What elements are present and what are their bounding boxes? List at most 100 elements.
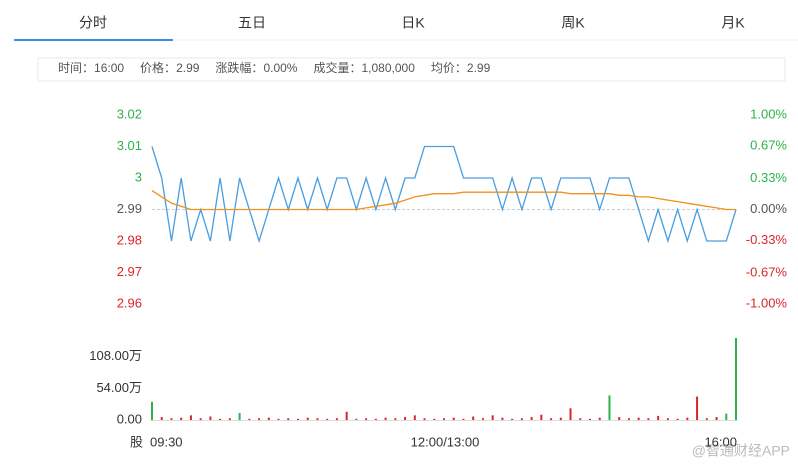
volume-bar [374, 418, 377, 420]
volume-bar [433, 418, 436, 420]
y2-tick-label: 0.00% [750, 201, 787, 216]
volume-bar [297, 418, 299, 420]
volume-bar [657, 415, 660, 420]
volume-bar [287, 418, 290, 420]
info-value: 1,080,000 [361, 61, 415, 75]
info-label: 涨跌幅： [215, 60, 263, 75]
y-tick-label: 2.97 [117, 264, 142, 279]
tab[interactable]: 月K [721, 15, 745, 31]
volume-bar [209, 416, 212, 420]
volume-bar [696, 396, 699, 420]
volume-bar [189, 415, 192, 420]
y-tick-label: 3.02 [117, 106, 142, 121]
volume-bar [258, 418, 261, 420]
y-tick-label: 2.96 [117, 295, 142, 310]
volume-bar [735, 338, 737, 420]
x-tick-label: 16:00 [704, 434, 737, 449]
volume-bar [306, 417, 309, 420]
volume-bar [472, 416, 475, 420]
volume-bar [491, 415, 494, 420]
x-tick-label: 09:30 [150, 434, 183, 449]
volume-bar [452, 417, 455, 420]
info-value: 2.99 [467, 61, 491, 75]
volume-bar [267, 417, 270, 420]
volume-bar [326, 418, 329, 420]
volume-bar [219, 418, 222, 420]
volume-bar [248, 418, 251, 420]
volume-bar [151, 401, 153, 420]
volume-bar [462, 418, 465, 420]
y2-tick-label: 0.67% [750, 138, 787, 153]
volume-bar [627, 418, 630, 420]
info-label: 成交量： [313, 60, 361, 75]
info-value: 2.99 [176, 61, 200, 75]
watermark: @智通财经APP [692, 443, 790, 459]
info-label: 时间： [58, 61, 94, 75]
info-bar [37, 57, 786, 82]
corner-label: 股 [130, 434, 143, 449]
active-tab-underline [14, 39, 173, 41]
volume-bar [277, 418, 280, 420]
info-value: 16:00 [94, 61, 124, 75]
volume-bar [501, 417, 504, 420]
y-tick-label: 3 [135, 169, 142, 184]
y2-tick-label: -0.67% [746, 264, 788, 279]
tab[interactable]: 日K [401, 15, 425, 31]
info-value: 0.00% [263, 61, 297, 75]
volume-tick-label: 0.00 [117, 411, 142, 426]
volume-bar [540, 414, 543, 420]
volume-bar [666, 418, 669, 420]
volume-bar [598, 417, 601, 420]
tab[interactable]: 五日 [238, 15, 266, 31]
volume-tick-label: 108.00万 [89, 348, 142, 363]
y2-tick-label: 1.00% [750, 106, 787, 121]
x-tick-label: 12:00/13:00 [411, 434, 480, 449]
volume-bar [335, 418, 338, 420]
volume-bar [647, 418, 650, 420]
volume-bar [443, 418, 445, 420]
volume-bar [180, 417, 183, 420]
y2-tick-label: -1.00% [746, 295, 788, 310]
volume-bar [725, 413, 728, 420]
y2-tick-label: -0.33% [746, 232, 788, 247]
info-label: 价格： [140, 60, 176, 75]
volume-bar [481, 418, 484, 420]
volume-bar [569, 408, 572, 420]
y2-tick-label: 0.33% [750, 170, 787, 185]
volume-bar [579, 418, 582, 420]
volume-bar [316, 418, 319, 420]
volume-bar [559, 417, 562, 420]
volume-bar [384, 417, 387, 420]
volume-bar [199, 418, 202, 420]
volume-tick-label: 54.00万 [96, 380, 142, 395]
volume-bar [705, 418, 708, 420]
volume-bar [228, 418, 231, 420]
volume-bar [608, 395, 611, 420]
volume-bar [520, 418, 523, 420]
volume-bar [413, 415, 416, 420]
volume-bar [676, 418, 679, 420]
y-tick-label: 3.01 [117, 138, 142, 153]
info-label: 均价： [431, 61, 467, 75]
volume-bar [160, 417, 163, 420]
volume-bar [423, 418, 426, 420]
volume-bar [686, 417, 689, 420]
y-tick-label: 2.98 [117, 232, 142, 247]
volume-bar [365, 418, 368, 420]
volume-bar [238, 412, 241, 420]
tab[interactable]: 分时 [79, 15, 107, 31]
volume-bar [589, 418, 591, 420]
volume-bar [511, 418, 514, 420]
y-tick-label: 2.99 [117, 201, 142, 216]
volume-bar [637, 417, 640, 420]
volume-bar [394, 418, 397, 420]
volume-bar [530, 417, 533, 420]
volume-bar [618, 417, 621, 420]
tab[interactable]: 周K [561, 15, 585, 31]
volume-bar [404, 417, 407, 420]
volume-bar [550, 418, 553, 420]
average-line [151, 190, 736, 211]
volume-bar [715, 417, 718, 420]
volume-bar [345, 411, 348, 420]
